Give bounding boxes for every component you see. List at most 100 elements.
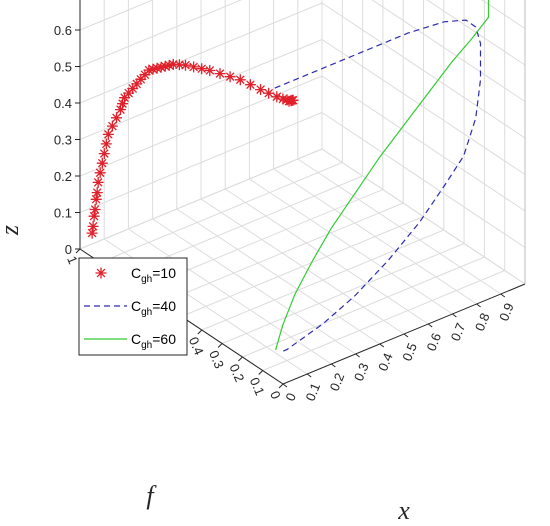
series-10-marker	[224, 71, 236, 83]
x-tick-label: 0.2	[327, 371, 348, 393]
series-10-marker	[123, 87, 135, 99]
z-tick-label: 0.2	[54, 169, 72, 184]
series-10-marker	[151, 62, 163, 74]
grid-line	[181, 216, 424, 317]
series-40-line	[274, 19, 482, 354]
x-tick-label: 0.5	[399, 341, 420, 363]
grid-line	[297, 158, 502, 295]
grid-line	[273, 168, 477, 305]
x-tick	[452, 313, 457, 318]
x-tick	[476, 303, 481, 308]
series-10-marker	[263, 87, 275, 99]
series-10-marker	[87, 220, 99, 232]
x-tick-label: 0.1	[302, 381, 323, 403]
grid-line	[249, 178, 453, 315]
y-tick	[278, 383, 284, 389]
z-tick-label: 0	[65, 242, 72, 257]
z-axis-label: z	[0, 225, 24, 236]
series-10-marker	[147, 63, 159, 75]
legend-marker	[95, 267, 107, 279]
y-axis-label: f	[146, 481, 157, 510]
series-10-marker	[117, 98, 129, 110]
series-10-marker	[139, 69, 151, 81]
x-axis-label: x	[397, 496, 410, 525]
y-tick-label: 0.3	[206, 348, 227, 371]
series-10-marker	[255, 84, 267, 96]
series-10-marker	[98, 148, 110, 160]
legend-label: Cgh=40	[131, 298, 176, 318]
x-tick-label: 0.7	[448, 321, 469, 343]
x-tick-label: 0.6	[423, 331, 444, 353]
series-10-marker	[214, 68, 226, 80]
x-tick	[403, 333, 409, 338]
legend-label: Cgh=10	[131, 265, 176, 285]
series-10-marker	[100, 138, 112, 150]
grid-line	[161, 202, 404, 304]
grid-line	[224, 188, 429, 325]
x-tick-label: 0.3	[351, 361, 372, 383]
series-10-marker	[89, 204, 101, 215]
series-10-marker	[119, 92, 131, 104]
x-tick	[500, 293, 506, 298]
series-10-marker	[155, 61, 167, 73]
series-10-marker	[271, 91, 283, 103]
plot-series	[86, 0, 490, 354]
series-10-marker	[188, 61, 200, 73]
series-10-marker	[143, 64, 155, 76]
series-10-marker	[277, 93, 289, 105]
y-tick-label: 0.4	[186, 335, 207, 358]
grid-line	[79, 0, 154, 31]
series-10-marker	[86, 227, 98, 239]
series-10-marker	[167, 58, 179, 70]
series-60-line	[275, 0, 490, 351]
y-tick-label: 0	[267, 389, 284, 402]
series-10-marker	[106, 120, 118, 132]
series-10-marker	[135, 73, 147, 85]
series-10-marker	[115, 104, 126, 116]
x-tick	[282, 383, 288, 388]
x-tick	[331, 363, 336, 368]
series-10-marker	[94, 167, 106, 179]
x-tick	[379, 343, 385, 348]
x-tick	[355, 353, 360, 358]
z-tick-label: 0.1	[54, 206, 72, 221]
series-10-marker	[90, 193, 102, 205]
series-10-marker	[287, 94, 299, 106]
series-10-marker	[234, 74, 246, 86]
series-10-marker	[96, 157, 108, 169]
y-tick	[238, 356, 243, 362]
series-10-marker	[196, 63, 208, 75]
z-tick-label: 0.6	[54, 23, 72, 38]
x-tick-label: 0.8	[472, 311, 493, 333]
series-10-marker	[131, 78, 143, 90]
grid-line	[79, 148, 323, 250]
series-10-marker	[204, 65, 216, 76]
series-10-marker	[159, 60, 171, 72]
grid-line	[481, 0, 526, 29]
x-tick	[427, 323, 433, 328]
y-tick-label: 0.1	[247, 375, 268, 398]
series-10-marker	[91, 187, 103, 199]
x-tick-label: 0.9	[496, 301, 517, 323]
x-tick	[306, 373, 312, 378]
y-tick	[75, 248, 81, 254]
series-10-marker	[127, 83, 139, 94]
z-tick-label: 0.3	[54, 133, 72, 148]
series-10-marker	[111, 112, 122, 124]
y-tick	[197, 329, 203, 335]
series-10-marker	[102, 128, 114, 140]
legend: Cgh=10 Cgh=40 Cgh=60	[78, 257, 188, 356]
x-tick-label: 0	[282, 391, 299, 403]
legend-label: Cgh=60	[131, 331, 176, 351]
y-tick-label: 0.2	[226, 362, 247, 385]
series-10-marker	[180, 59, 191, 71]
series-10-marker	[173, 59, 185, 71]
y-tick	[258, 370, 264, 375]
series-10-marker	[244, 79, 256, 91]
series-10-marker	[92, 176, 104, 188]
x-tick-label: 0.4	[375, 351, 396, 373]
y-tick	[217, 343, 223, 348]
series-10-marker	[163, 59, 175, 71]
z-tick-label: 0.5	[54, 60, 72, 75]
